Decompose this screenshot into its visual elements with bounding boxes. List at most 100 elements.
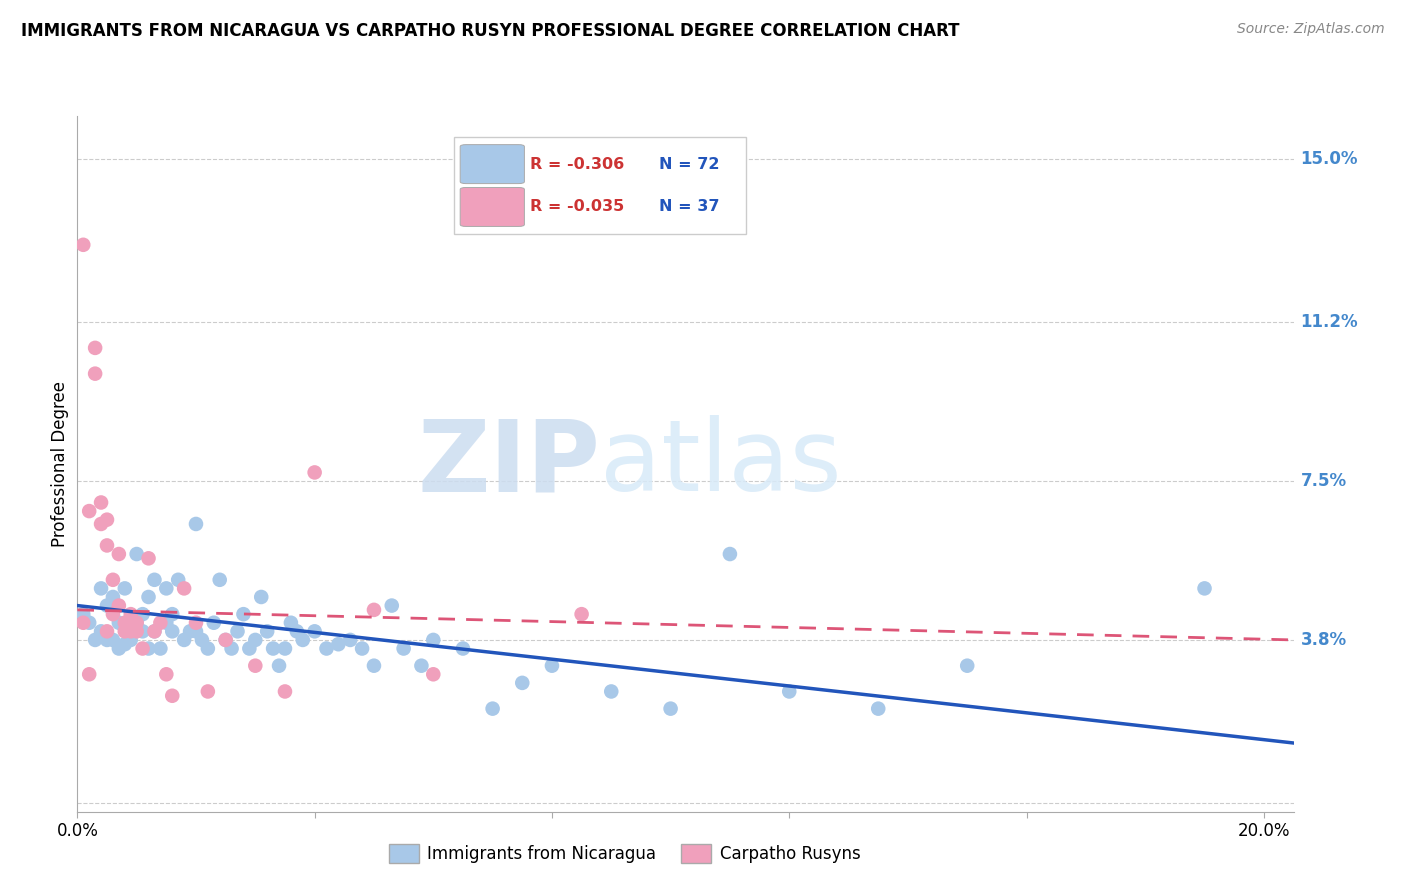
Point xyxy=(238,641,260,656)
Point xyxy=(125,615,148,630)
Point xyxy=(411,658,433,673)
Point xyxy=(108,547,131,561)
Point xyxy=(197,641,219,656)
Point xyxy=(77,504,100,518)
Point xyxy=(131,607,153,622)
Point xyxy=(392,641,415,656)
Point xyxy=(184,624,207,639)
Point xyxy=(101,573,124,587)
Point xyxy=(179,624,201,639)
Point xyxy=(381,599,404,613)
Point xyxy=(131,624,153,639)
Point xyxy=(173,632,195,647)
Point xyxy=(120,607,142,622)
Point xyxy=(510,676,533,690)
Point xyxy=(72,237,94,252)
Point xyxy=(90,624,112,639)
Point xyxy=(718,547,741,561)
Point xyxy=(155,582,177,596)
Point xyxy=(541,658,564,673)
Point xyxy=(84,341,107,355)
Point xyxy=(328,637,350,651)
Point xyxy=(125,624,148,639)
Point xyxy=(143,573,166,587)
Text: atlas: atlas xyxy=(600,416,842,512)
Point xyxy=(84,632,107,647)
Point xyxy=(256,624,278,639)
Text: 11.2%: 11.2% xyxy=(1301,313,1358,331)
Text: IMMIGRANTS FROM NICARAGUA VS CARPATHO RUSYN PROFESSIONAL DEGREE CORRELATION CHAR: IMMIGRANTS FROM NICARAGUA VS CARPATHO RU… xyxy=(21,22,959,40)
Point xyxy=(162,624,184,639)
Point xyxy=(274,641,297,656)
Point xyxy=(72,607,94,622)
Point xyxy=(138,641,160,656)
Point xyxy=(659,701,682,715)
Point xyxy=(232,607,254,622)
Point xyxy=(149,615,172,630)
Point xyxy=(162,689,184,703)
Point xyxy=(173,582,195,596)
Point xyxy=(101,590,124,604)
Point xyxy=(197,684,219,698)
Point xyxy=(120,632,142,647)
Point xyxy=(155,667,177,681)
Point xyxy=(208,573,231,587)
Point xyxy=(96,599,118,613)
Text: 7.5%: 7.5% xyxy=(1301,472,1347,490)
Point xyxy=(77,615,100,630)
Point xyxy=(114,624,136,639)
Point xyxy=(184,516,207,531)
Point xyxy=(422,632,444,647)
Point xyxy=(96,632,118,647)
Point xyxy=(77,667,100,681)
Point xyxy=(250,590,273,604)
Point xyxy=(868,701,890,715)
Point xyxy=(143,624,166,639)
Point xyxy=(143,624,166,639)
Point xyxy=(363,658,385,673)
Point xyxy=(162,607,184,622)
Y-axis label: Professional Degree: Professional Degree xyxy=(51,381,69,547)
Point xyxy=(131,641,153,656)
Point xyxy=(214,632,236,647)
Point xyxy=(149,641,172,656)
Point xyxy=(214,632,236,647)
Point xyxy=(120,624,142,639)
Point xyxy=(274,684,297,698)
Point xyxy=(138,590,160,604)
Point xyxy=(167,573,190,587)
Point xyxy=(120,624,142,639)
Point xyxy=(184,615,207,630)
Text: 3.8%: 3.8% xyxy=(1301,631,1347,648)
Point xyxy=(96,538,118,552)
Point xyxy=(114,582,136,596)
Point xyxy=(96,624,118,639)
Point xyxy=(315,641,337,656)
Point xyxy=(352,641,374,656)
Point xyxy=(481,701,503,715)
Point xyxy=(267,658,290,673)
Point xyxy=(114,637,136,651)
Point xyxy=(96,513,118,527)
Point xyxy=(245,658,267,673)
Point xyxy=(108,641,131,656)
Point xyxy=(422,667,444,681)
Point xyxy=(451,641,474,656)
Point xyxy=(125,615,148,630)
Point xyxy=(90,582,112,596)
Point xyxy=(108,599,131,613)
Text: Source: ZipAtlas.com: Source: ZipAtlas.com xyxy=(1237,22,1385,37)
Point xyxy=(101,632,124,647)
Point xyxy=(108,615,131,630)
Point xyxy=(221,641,243,656)
Point xyxy=(125,547,148,561)
Point xyxy=(90,495,112,509)
Legend: Immigrants from Nicaragua, Carpatho Rusyns: Immigrants from Nicaragua, Carpatho Rusy… xyxy=(382,837,868,870)
Text: 15.0%: 15.0% xyxy=(1301,150,1358,168)
Point xyxy=(778,684,800,698)
Point xyxy=(304,624,326,639)
Point xyxy=(956,658,979,673)
Point xyxy=(90,516,112,531)
Point xyxy=(245,632,267,647)
Point xyxy=(138,551,160,566)
